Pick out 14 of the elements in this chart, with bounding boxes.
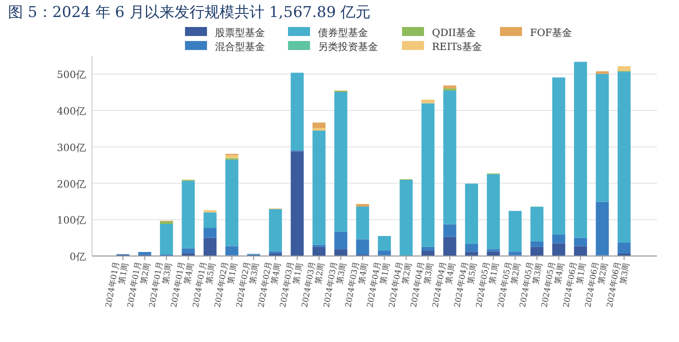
chart-title: 图 5：2024 年 6 月以来发行规模共计 1,567.89 亿元 bbox=[8, 3, 371, 21]
y-tick-label: 100亿 bbox=[56, 216, 86, 227]
y-tick-label: 300亿 bbox=[56, 142, 86, 154]
y-tick-label: 500亿 bbox=[56, 70, 86, 82]
y-tick-label: 0亿 bbox=[70, 252, 86, 263]
legend-label: QDII基金 bbox=[432, 27, 476, 39]
y-tick-label: 200亿 bbox=[56, 179, 86, 190]
legend-label: 混合型基金 bbox=[215, 41, 265, 53]
legend-label: 另类投资基金 bbox=[318, 41, 378, 53]
legend-label: 债券型基金 bbox=[318, 27, 368, 39]
legend-label: REITs基金 bbox=[432, 41, 482, 53]
y-tick-label: 400亿 bbox=[56, 106, 86, 118]
legend-label: FOF基金 bbox=[530, 27, 572, 39]
legend-label: 股票型基金 bbox=[215, 27, 265, 39]
